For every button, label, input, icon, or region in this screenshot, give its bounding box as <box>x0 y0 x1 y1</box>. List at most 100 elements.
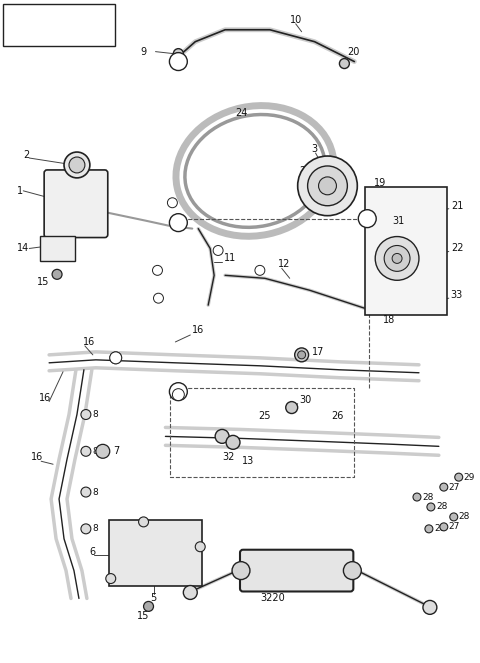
FancyBboxPatch shape <box>40 235 75 261</box>
Circle shape <box>298 351 306 359</box>
Text: 16: 16 <box>39 392 51 402</box>
Text: 17: 17 <box>312 347 324 357</box>
Text: 32: 32 <box>222 452 234 462</box>
Circle shape <box>81 487 91 497</box>
Text: 29: 29 <box>464 473 475 481</box>
Text: 5: 5 <box>150 593 156 603</box>
Text: 28: 28 <box>436 503 447 511</box>
Text: 3: 3 <box>258 267 262 273</box>
Circle shape <box>169 52 187 70</box>
Text: B: B <box>175 387 182 396</box>
Text: A: A <box>175 217 182 227</box>
Text: 3: 3 <box>312 144 318 154</box>
Circle shape <box>423 601 437 615</box>
Text: 27: 27 <box>449 522 460 531</box>
Text: 8: 8 <box>93 524 98 533</box>
Circle shape <box>98 26 110 38</box>
Circle shape <box>81 446 91 456</box>
Text: 2: 2 <box>176 392 180 398</box>
Text: 1: 1 <box>81 27 85 36</box>
Text: 1: 1 <box>113 355 118 361</box>
Circle shape <box>110 352 122 364</box>
Circle shape <box>339 58 349 68</box>
Text: 2: 2 <box>216 247 220 253</box>
Circle shape <box>172 389 184 400</box>
Text: A: A <box>175 56 182 66</box>
Text: 7: 7 <box>113 446 119 456</box>
Circle shape <box>195 542 205 552</box>
Text: 10: 10 <box>290 15 302 25</box>
Text: 11: 11 <box>224 253 236 263</box>
Circle shape <box>77 26 89 38</box>
Text: 16: 16 <box>31 452 44 462</box>
Text: 25: 25 <box>258 410 270 420</box>
Text: NOTE: NOTE <box>12 9 36 18</box>
Text: 28: 28 <box>422 493 433 501</box>
Text: 15: 15 <box>37 277 49 287</box>
Circle shape <box>298 156 357 215</box>
Circle shape <box>427 503 435 511</box>
Circle shape <box>169 213 187 231</box>
Circle shape <box>139 517 148 527</box>
Text: 1: 1 <box>17 186 24 196</box>
Circle shape <box>450 513 458 521</box>
Circle shape <box>226 436 240 450</box>
Circle shape <box>392 253 402 263</box>
Circle shape <box>69 157 85 173</box>
Circle shape <box>440 483 448 491</box>
Text: 15: 15 <box>137 611 149 621</box>
Text: 23: 23 <box>300 166 312 176</box>
Circle shape <box>106 573 116 583</box>
Text: 16: 16 <box>192 325 204 335</box>
Text: 21: 21 <box>451 201 463 211</box>
Text: 16: 16 <box>83 337 95 347</box>
Circle shape <box>232 562 250 579</box>
Text: THE NO.: THE NO. <box>12 25 48 34</box>
Text: 13: 13 <box>242 456 254 466</box>
Text: 19: 19 <box>374 178 386 188</box>
Text: 8: 8 <box>93 447 98 455</box>
Text: 9: 9 <box>141 46 147 56</box>
Circle shape <box>425 525 433 533</box>
Circle shape <box>96 444 110 458</box>
FancyBboxPatch shape <box>109 520 202 585</box>
Text: 4: 4 <box>170 200 175 206</box>
FancyBboxPatch shape <box>3 4 115 46</box>
Text: 24: 24 <box>235 108 247 118</box>
Circle shape <box>343 562 361 579</box>
Text: 14: 14 <box>17 243 30 253</box>
Circle shape <box>455 473 463 481</box>
Text: 27: 27 <box>449 483 460 491</box>
Circle shape <box>81 410 91 420</box>
Text: 4: 4 <box>101 27 106 36</box>
Circle shape <box>81 524 91 534</box>
Text: 28: 28 <box>459 512 470 521</box>
Circle shape <box>413 493 421 501</box>
Circle shape <box>255 265 265 275</box>
Circle shape <box>295 348 309 362</box>
Text: 28: 28 <box>434 524 445 533</box>
Circle shape <box>173 48 183 58</box>
Circle shape <box>168 198 178 208</box>
Text: 18: 18 <box>383 315 395 325</box>
FancyBboxPatch shape <box>365 187 447 315</box>
Text: 31: 31 <box>392 215 404 225</box>
Circle shape <box>440 523 448 531</box>
Text: 26: 26 <box>332 410 344 420</box>
Text: 22: 22 <box>451 243 463 253</box>
Text: ~: ~ <box>91 24 99 34</box>
Text: B: B <box>363 213 371 223</box>
Circle shape <box>286 402 298 414</box>
Text: 3220: 3220 <box>261 593 285 603</box>
Circle shape <box>319 177 336 195</box>
Text: 30: 30 <box>300 394 312 404</box>
Circle shape <box>64 152 90 178</box>
Circle shape <box>110 352 122 364</box>
Circle shape <box>154 293 164 303</box>
Circle shape <box>183 585 197 599</box>
Circle shape <box>308 166 348 206</box>
FancyBboxPatch shape <box>240 550 353 591</box>
Circle shape <box>215 430 229 444</box>
Text: 4: 4 <box>66 24 73 34</box>
Text: 12: 12 <box>278 259 290 269</box>
